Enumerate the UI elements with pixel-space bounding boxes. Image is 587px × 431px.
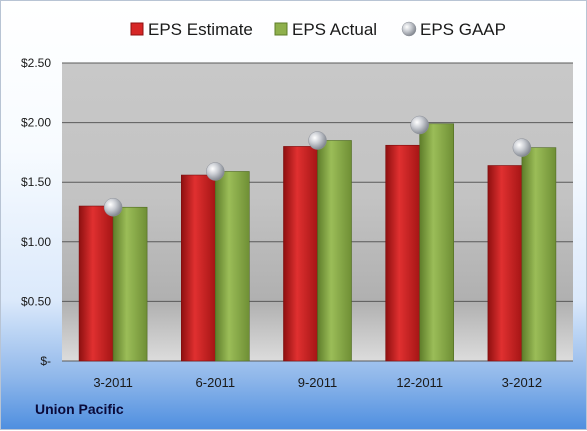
category-label: 3-2012: [502, 375, 542, 390]
eps-estimate-bar: [283, 146, 318, 362]
legend-label: EPS Actual: [292, 20, 377, 39]
category-label: 3-2011: [93, 375, 133, 390]
y-tick-label: $-: [40, 354, 51, 368]
bars: [78, 123, 557, 362]
y-tick-label: $2.00: [21, 116, 51, 130]
eps-gaap-marker: [206, 162, 225, 181]
eps-actual-bar: [112, 206, 148, 362]
eps-estimate-bar: [385, 144, 421, 362]
eps-estimate-bar: [487, 165, 523, 362]
y-tick-label: $0.50: [21, 294, 51, 308]
legend-label: EPS Estimate: [148, 20, 253, 39]
eps-gaap-marker: [410, 115, 429, 135]
eps-gaap-marker: [103, 197, 123, 217]
legend-swatch: [274, 22, 288, 36]
legend-label: EPS GAAP: [420, 20, 506, 39]
eps-actual-bar: [317, 140, 352, 362]
legend: EPS Estimate EPS Actual EPS GAAP: [130, 20, 506, 39]
y-axis-ticks: $- $0.50 $1.00 $1.50 $2.00 $2.50: [21, 56, 51, 368]
y-tick-label: $1.50: [21, 175, 51, 189]
legend-swatch: [401, 21, 417, 37]
eps-actual-bar: [419, 123, 455, 362]
eps-gaap-marker: [308, 131, 327, 150]
legend-swatch: [130, 22, 144, 36]
x-axis-categories: 3-2011 6-2011 9-2011 12-2011 3-2012: [93, 375, 542, 390]
category-label: 12-2011: [396, 375, 443, 390]
eps-gaap-marker: [512, 138, 532, 157]
eps-estimate-bar: [78, 205, 114, 362]
company-name: Union Pacific: [35, 401, 124, 417]
eps-estimate-bar: [181, 174, 216, 362]
y-tick-label: $1.00: [21, 235, 51, 249]
eps-actual-bar: [215, 171, 250, 362]
category-label: 9-2011: [298, 375, 338, 390]
y-tick-label: $2.50: [21, 56, 51, 70]
gaap-markers: [103, 115, 532, 217]
category-label: 6-2011: [196, 375, 236, 390]
eps-actual-bar: [521, 147, 557, 362]
